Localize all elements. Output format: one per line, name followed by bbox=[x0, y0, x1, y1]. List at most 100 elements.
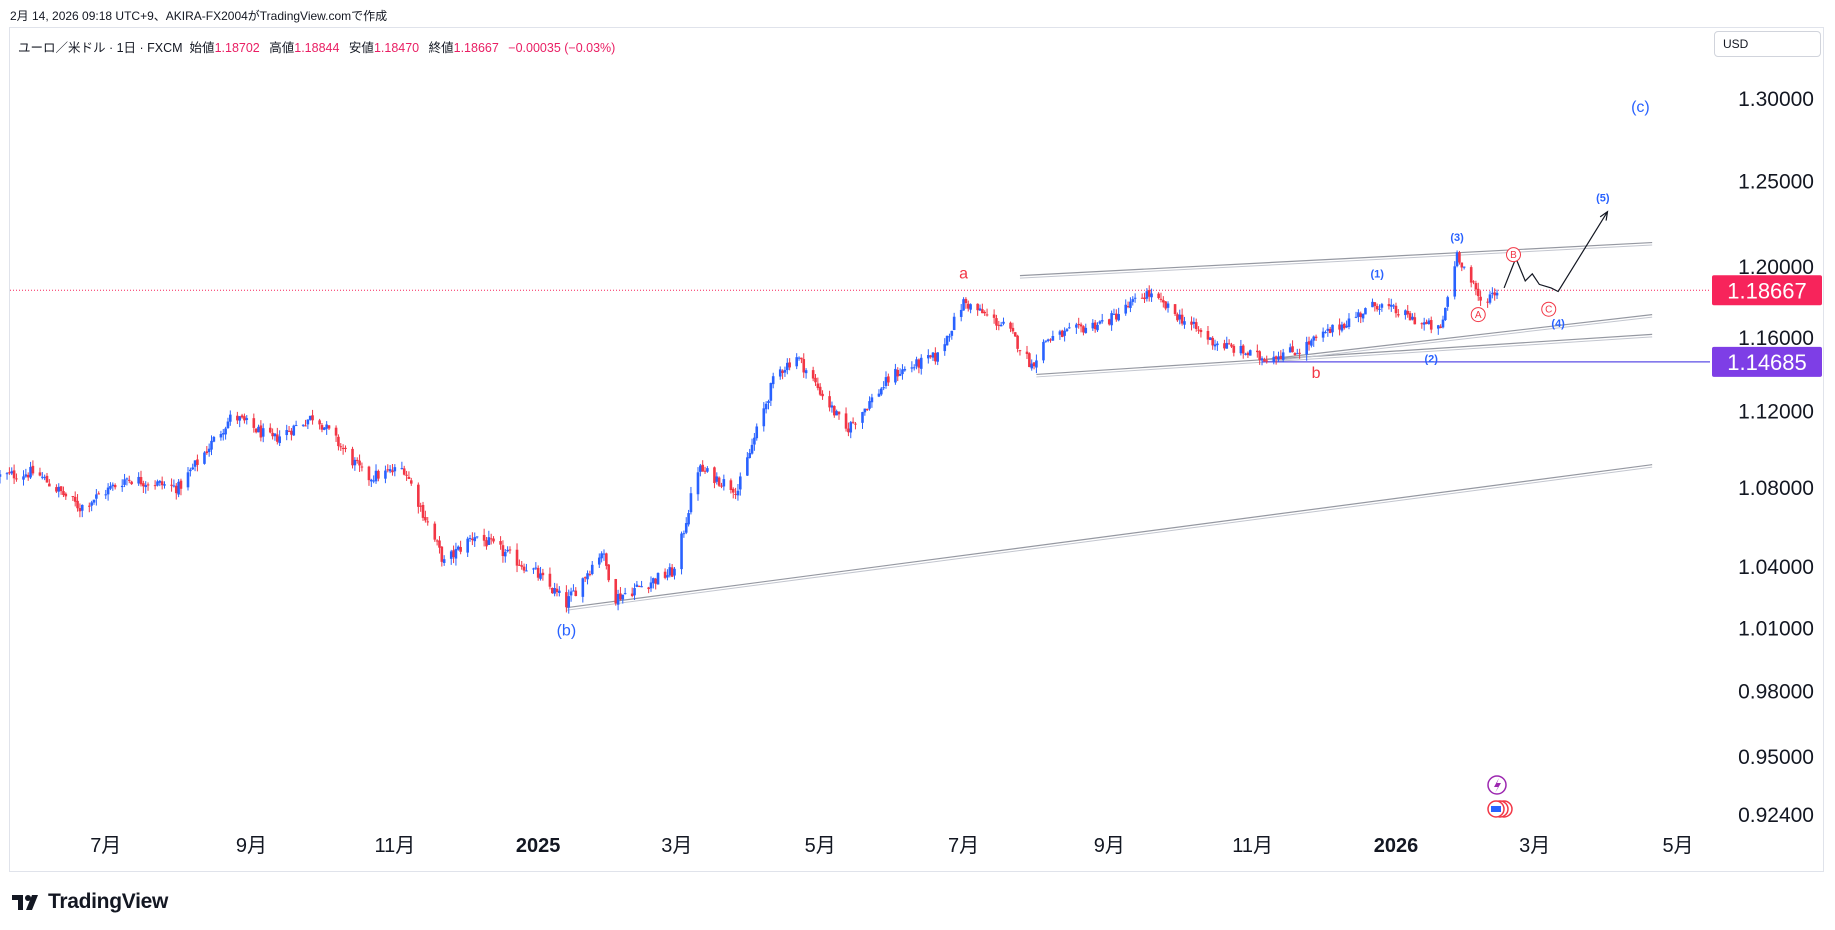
candle-body-416 bbox=[1371, 301, 1374, 308]
candle-body-208 bbox=[684, 523, 688, 533]
candle-body-326 bbox=[1075, 324, 1078, 328]
candle-body-222 bbox=[731, 488, 735, 493]
candle-body-392 bbox=[1291, 346, 1294, 353]
candle-body-223 bbox=[734, 493, 737, 495]
time-tick-5: 5月 bbox=[805, 835, 836, 857]
candle-body-92 bbox=[304, 425, 307, 427]
candle-body-52 bbox=[172, 485, 176, 487]
candle-body-28 bbox=[92, 499, 96, 503]
candle-body-283 bbox=[931, 352, 935, 358]
candle-body-246 bbox=[811, 370, 815, 379]
candle-body-411 bbox=[1354, 316, 1358, 318]
candle-body-428 bbox=[1408, 313, 1412, 321]
candle-body-190 bbox=[623, 593, 627, 595]
candle-body-0 bbox=[0, 474, 2, 477]
candle-body-340 bbox=[1117, 314, 1120, 321]
candle-body-259 bbox=[851, 421, 855, 423]
circled-wave-2-text: C bbox=[1545, 305, 1552, 316]
candle-body-298 bbox=[981, 309, 984, 314]
candle-body-145 bbox=[475, 536, 479, 538]
candle-body-289 bbox=[950, 330, 954, 336]
candle-body-437 bbox=[1439, 326, 1442, 329]
candle-body-448 bbox=[1474, 283, 1478, 290]
candle-body-59 bbox=[193, 460, 197, 467]
candle-body-215 bbox=[706, 468, 709, 472]
candle-body-217 bbox=[715, 476, 719, 482]
candle-body-95 bbox=[311, 415, 314, 421]
candle-body-245 bbox=[804, 370, 808, 374]
price-tick-1: 1.25000 bbox=[1738, 170, 1814, 193]
candle-body-70 bbox=[229, 414, 232, 422]
candle-body-371 bbox=[1223, 343, 1226, 349]
candle-body-358 bbox=[1178, 314, 1182, 320]
candle-body-361 bbox=[1190, 321, 1193, 325]
candle-body-386 bbox=[1272, 356, 1276, 362]
trendline-4 bbox=[1261, 313, 1653, 361]
candle-body-206 bbox=[680, 533, 683, 570]
candle-body-100 bbox=[327, 425, 331, 429]
candle-body-408 bbox=[1342, 323, 1346, 329]
candle-body-315 bbox=[1035, 360, 1038, 368]
trendline-3-shadow bbox=[1036, 336, 1653, 378]
candle-body-238 bbox=[783, 369, 787, 373]
candle-body-150 bbox=[492, 538, 495, 542]
candle-body-225 bbox=[738, 476, 742, 490]
candle-body-247 bbox=[814, 377, 817, 383]
candle-body-293 bbox=[964, 298, 968, 304]
candle-body-406 bbox=[1338, 324, 1341, 330]
candle-body-178 bbox=[586, 573, 589, 580]
candle-body-331 bbox=[1091, 322, 1095, 329]
candle-body-423 bbox=[1392, 305, 1395, 307]
candle-body-335 bbox=[1100, 320, 1104, 322]
candle-body-341 bbox=[1124, 304, 1128, 314]
candle-body-425 bbox=[1397, 314, 1400, 316]
candle-body-91 bbox=[301, 424, 305, 426]
candle-body-79 bbox=[259, 425, 263, 438]
candle-body-102 bbox=[337, 436, 340, 447]
low-label: 安値 bbox=[348, 41, 374, 55]
circled-wave-0-ring bbox=[1470, 307, 1486, 323]
candle-body-176 bbox=[581, 578, 585, 597]
candle-body-73 bbox=[240, 415, 244, 418]
candle-body-104 bbox=[341, 447, 345, 449]
candle-body-442 bbox=[1455, 252, 1459, 267]
candle-body-204 bbox=[670, 567, 674, 577]
candle-body-399 bbox=[1312, 336, 1316, 341]
candle-body-39 bbox=[127, 479, 131, 481]
candle-body-379 bbox=[1246, 352, 1250, 356]
candle-body-48 bbox=[158, 480, 162, 483]
candle-body-267 bbox=[880, 388, 883, 395]
candle-body-185 bbox=[607, 564, 610, 581]
candle-body-101 bbox=[334, 427, 338, 436]
candle-body-401 bbox=[1321, 331, 1325, 338]
candle-body-263 bbox=[865, 408, 869, 411]
candle-body-189 bbox=[621, 594, 625, 600]
candle-body-164 bbox=[539, 573, 542, 579]
price-tick-6: 1.04000 bbox=[1738, 556, 1814, 579]
candle-body-427 bbox=[1406, 310, 1410, 315]
candle-body-199 bbox=[654, 578, 657, 584]
candle-body-445 bbox=[1462, 266, 1466, 268]
candle-body-380 bbox=[1248, 350, 1252, 356]
candle-body-348 bbox=[1145, 291, 1149, 299]
candle-body-295 bbox=[969, 304, 972, 310]
candle-body-271 bbox=[894, 368, 897, 383]
candle-body-413 bbox=[1359, 313, 1363, 318]
candle-body-81 bbox=[268, 427, 272, 433]
currency-selector[interactable]: USD bbox=[1714, 31, 1821, 57]
change-value: −0.00035 (−0.03%) bbox=[508, 41, 616, 55]
candle-body-378 bbox=[1244, 353, 1247, 355]
candle-body-248 bbox=[816, 383, 820, 389]
candle-body-240 bbox=[788, 362, 791, 368]
tradingview-logo[interactable]: TradingView bbox=[12, 890, 168, 914]
candle-body-329 bbox=[1082, 326, 1085, 333]
candle-body-311 bbox=[1025, 351, 1029, 355]
candle-body-171 bbox=[565, 592, 568, 608]
candle-body-143 bbox=[471, 538, 474, 541]
candle-body-342 bbox=[1126, 306, 1130, 308]
projection-path bbox=[1503, 211, 1609, 293]
symbol-name[interactable]: ユーロ／米ドル · 1日 · FXCM bbox=[18, 41, 183, 55]
candle-body-372 bbox=[1225, 342, 1229, 349]
candle-body-12 bbox=[41, 476, 44, 478]
